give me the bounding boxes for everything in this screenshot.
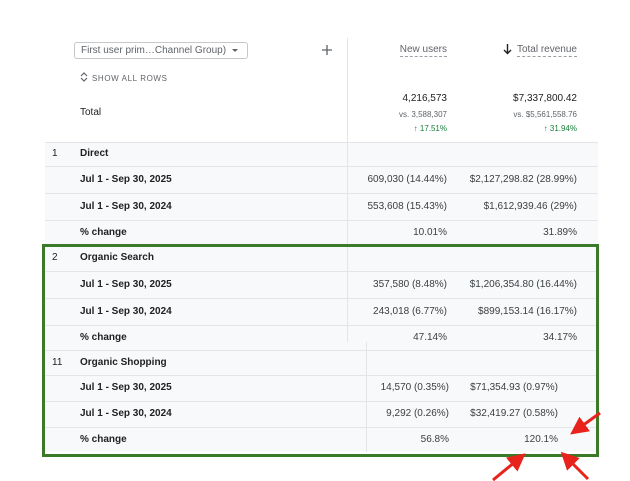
row-divider — [45, 142, 598, 143]
arrow — [560, 451, 590, 481]
row-label: Jul 1 - Sep 30, 2024 — [80, 200, 172, 212]
row-divider — [45, 166, 598, 167]
row-divider — [45, 271, 598, 272]
new-users-cell: 47.14% — [413, 331, 447, 343]
total-comparison: vs. $5,561,558.76 — [513, 110, 577, 119]
revenue-cell: $71,354.93 (0.97%) — [470, 382, 558, 393]
row-label: Jul 1 - Sep 30, 2025 — [80, 173, 172, 185]
row-divider — [45, 220, 598, 221]
revenue-cell: 120.1% — [524, 433, 558, 445]
column-divider — [347, 38, 348, 342]
column-header[interactable]: Total revenue — [516, 44, 577, 57]
revenue-cell: 31.89% — [543, 226, 577, 238]
highlight-box — [42, 244, 599, 457]
row-divider — [45, 298, 598, 299]
column-divider — [366, 342, 367, 452]
column-header[interactable]: New users — [399, 44, 447, 57]
new-users-cell: 553,608 (15.43%) — [367, 200, 447, 212]
row-index: 1 — [52, 148, 58, 159]
group-name: Organic Search — [80, 252, 154, 263]
revenue-cell: $1,206,354.80 (16.44%) — [469, 278, 577, 290]
sort-icon — [503, 44, 512, 55]
row-divider — [45, 350, 598, 351]
new-users-cell: 14,570 (0.35%) — [380, 382, 449, 393]
new-users-cell: 10.01% — [413, 226, 447, 238]
group-name: Direct — [80, 148, 109, 159]
row-divider — [45, 375, 598, 376]
row-label: % change — [80, 226, 127, 238]
add-button[interactable] — [321, 44, 333, 56]
arrow — [492, 453, 526, 481]
group-name: Organic Shopping — [80, 356, 167, 368]
row-divider — [45, 401, 598, 402]
row-divider — [45, 193, 598, 194]
dimension-label: First user prim…Channel Group) — [81, 45, 227, 56]
dropdown-caret — [232, 49, 238, 52]
expand-icon — [80, 72, 88, 82]
new-users-cell: 357,580 (8.48%) — [373, 278, 447, 290]
row-index: 2 — [52, 252, 58, 263]
row-label: Jul 1 - Sep 30, 2025 — [80, 278, 172, 290]
total-comparison: vs. 3,588,307 — [398, 110, 447, 119]
total-change: ↑ 31.94% — [543, 124, 577, 133]
row-label: % change — [80, 331, 127, 343]
revenue-cell: 34.17% — [543, 331, 577, 343]
row-label: Jul 1 - Sep 30, 2024 — [80, 408, 172, 419]
total-label: Total — [80, 107, 102, 118]
total-change: ↑ 17.51% — [413, 124, 447, 133]
total-value: 4,216,573 — [402, 93, 448, 104]
new-users-cell: 56.8% — [420, 433, 449, 445]
new-users-cell: 243,018 (6.77%) — [373, 305, 447, 317]
row-label: Jul 1 - Sep 30, 2024 — [80, 305, 172, 317]
row-label: Jul 1 - Sep 30, 2025 — [80, 382, 172, 393]
new-users-cell: 609,030 (14.44%) — [367, 173, 447, 185]
row-label: % change — [80, 433, 127, 445]
revenue-cell: $899,153.14 (16.17%) — [478, 305, 577, 317]
revenue-cell: $2,127,298.82 (28.99%) — [469, 173, 577, 185]
row-index: 11 — [52, 356, 63, 368]
total-value: $7,337,800.42 — [513, 93, 577, 104]
new-users-cell: 9,292 (0.26%) — [386, 408, 449, 419]
dimension-dropdown[interactable] — [74, 42, 248, 59]
arrow — [570, 411, 601, 435]
revenue-cell: $32,419.27 (0.58%) — [470, 408, 558, 419]
revenue-cell: $1,612,939.46 (29%) — [483, 200, 577, 212]
row-divider — [45, 325, 598, 326]
row-divider — [45, 427, 598, 428]
show-all-rows[interactable]: SHOW ALL ROWS — [92, 74, 168, 83]
